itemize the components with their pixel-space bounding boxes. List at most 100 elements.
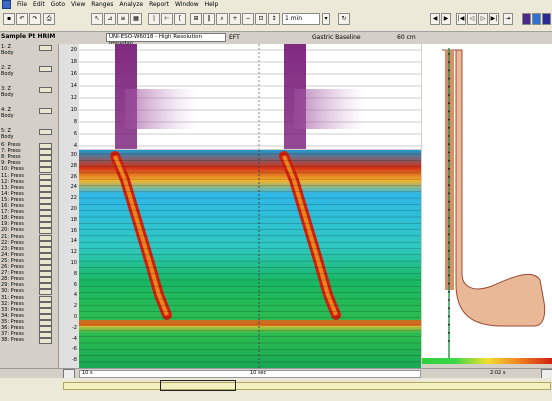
channel-label: 21: Press [1,233,24,240]
channel-toggle-button[interactable] [39,234,52,241]
timeline-track[interactable] [63,382,551,390]
channel-toggle-button[interactable] [39,313,52,320]
cursor-icon[interactable]: ↖ [91,13,103,25]
channel-toggle-button[interactable] [39,216,52,223]
bracket-icon[interactable]: [ [174,13,186,25]
zoom-in-icon[interactable]: + [229,13,241,25]
channel-toggle-button[interactable] [39,326,52,332]
menu-goto[interactable]: Goto [50,1,66,8]
catheter-sensor [448,299,450,301]
next-icon[interactable]: ▷ [478,13,488,25]
view-color-icon[interactable] [522,13,531,25]
channel-toggle-button[interactable] [39,307,52,314]
chevron-down-icon[interactable]: ▾ [322,13,330,25]
channel-toggle-button[interactable] [39,246,52,253]
zoom-icon[interactable]: ⌕ [216,13,228,25]
channel-toggle-button[interactable] [39,129,52,135]
menu-report[interactable]: Report [149,1,169,8]
channel-toggle-button[interactable] [39,271,52,278]
step-icon[interactable]: ⇥ [503,13,513,25]
channel-toggle-button[interactable] [39,45,52,51]
event-icon[interactable]: ⊞ [190,13,202,25]
channel-toggle-button[interactable] [39,240,52,247]
channel-toggle-button[interactable] [39,173,52,180]
channel-toggle-button[interactable] [39,143,52,149]
channel-toggle-button[interactable] [39,66,52,72]
channel-toggle-button[interactable] [39,265,52,271]
channel-toggle-button[interactable] [39,258,52,265]
view-layout-icon[interactable] [532,13,541,25]
channel-toggle-button[interactable] [39,87,52,93]
time-window-select[interactable]: 1 min [282,13,320,25]
channel-toggle-button[interactable] [39,301,52,308]
zoom-fit-icon[interactable]: ⊡ [255,13,267,25]
menu-window[interactable]: Window [174,1,199,8]
channel-toggle-button[interactable] [39,319,52,326]
save-icon[interactable]: ▪ [3,13,15,25]
channel-toggle-button[interactable] [39,289,52,296]
menu-ranges[interactable]: Ranges [91,1,114,8]
channel-toggle-button[interactable] [39,283,52,290]
undo-icon[interactable]: ↶ [16,13,28,25]
rewind-icon[interactable]: ◀ [430,13,440,25]
pause-icon[interactable]: ‖ [203,13,215,25]
channel-toggle-button[interactable] [39,332,52,339]
app-icon [2,0,11,9]
range-icon[interactable]: ⊢ [161,13,173,25]
redo-icon[interactable]: ↷ [29,13,41,25]
list-icon[interactable]: ≡ [117,13,129,25]
channel-toggle-button[interactable] [39,155,52,162]
impedance-tick-label: 12 [70,95,77,101]
channel-toggle-button[interactable] [39,108,52,114]
menu-file[interactable]: File [17,1,28,8]
timeline-viewport-handle[interactable] [160,380,236,391]
catheter-sensor [448,323,450,326]
channel-toggle-button[interactable] [39,191,52,198]
last-icon[interactable]: ▶| [489,13,499,25]
prev-icon[interactable]: |◀ [456,13,466,25]
grid-icon[interactable]: ▦ [130,13,142,25]
channel-toggle-button[interactable] [39,222,52,229]
channel-toggle-button[interactable] [39,228,52,235]
catheter-sensor [448,315,450,318]
horizontal-scrollbar[interactable]: 10 s 10 sec 2:02 s [0,368,552,379]
measure-icon[interactable]: ⊿ [104,13,116,25]
back-icon[interactable]: ◁ [467,13,477,25]
print-icon[interactable]: ⎙ [43,13,55,25]
channel-label: 31: Press [1,294,24,301]
channel-toggle-button[interactable] [39,167,52,174]
forward-icon[interactable]: ▶ [441,13,451,25]
channel-toggle-button[interactable] [39,179,52,186]
channel-label: 27: Press [1,270,24,277]
pressure-tick-label: 0 [73,314,77,320]
channel-toggle-button[interactable] [39,252,52,259]
zoom-out-icon[interactable]: − [242,13,254,25]
impedance-panel[interactable] [79,44,421,149]
channel-toggle-button[interactable] [39,295,52,302]
channel-sublabel: Body [1,50,14,56]
scale-icon[interactable]: ↕ [268,13,280,25]
menu-edit[interactable]: Edit [33,1,45,8]
pressure-topography-panel[interactable] [79,150,421,368]
sample-title: Sample Pt HRIM [1,33,56,40]
channel-toggle-button[interactable] [39,338,52,345]
channel-label: 24: Press [1,251,24,258]
channel-toggle-button[interactable] [39,210,52,217]
channel-toggle-button[interactable] [39,204,52,210]
marker-icon[interactable]: | [148,13,160,25]
eft-label: EFT [229,34,240,41]
channel-toggle-button[interactable] [39,149,52,156]
channel-label: 6: Press [1,142,21,148]
menu-analyze[interactable]: Analyze [119,1,144,8]
channel-toggle-button[interactable] [39,185,52,192]
menu-bar: File Edit Goto View Ranges Analyze Repor… [0,0,552,9]
channel-toggle-button[interactable] [39,161,52,168]
menu-view[interactable]: View [71,1,86,8]
view-anatomy-icon[interactable] [542,13,551,25]
study-timeline[interactable] [0,378,552,401]
refresh-icon[interactable]: ↻ [338,13,350,25]
channel-toggle-button[interactable] [39,197,52,204]
channel-toggle-button[interactable] [39,277,52,284]
catheter-select[interactable]: UNI-ESO-W6018 - High Resolution Impedan [106,33,226,47]
menu-help[interactable]: Help [204,1,219,8]
